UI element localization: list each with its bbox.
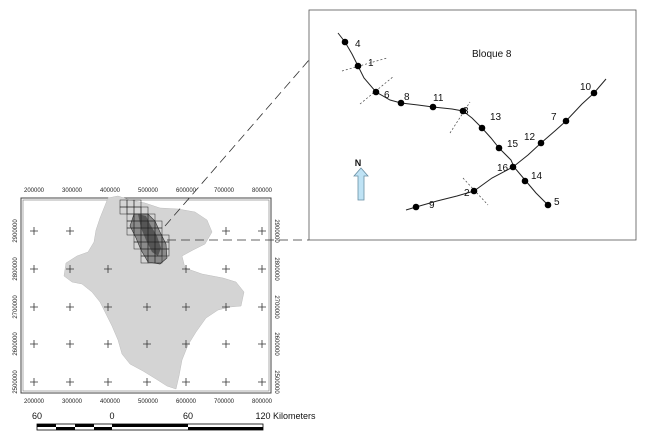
y-tick-label: 2600000: [273, 332, 279, 356]
x-tick-label: 500000: [138, 188, 159, 194]
scale-label: 120: [255, 411, 270, 421]
main-map: 200000 300000 400000 500000 600000 70000…: [13, 188, 279, 405]
x-tick-label: 800000: [252, 188, 273, 194]
point-label: 10: [580, 82, 592, 93]
x-tick-labels-top: 200000 300000 400000 500000 600000 70000…: [24, 188, 273, 194]
sample-point: [372, 88, 380, 96]
scale-label: 0: [109, 411, 114, 421]
main-map-neatline: [22, 199, 270, 392]
graticule-crosses: [30, 227, 266, 386]
x-tick-label: 200000: [24, 399, 45, 405]
y-tick-label: 2600000: [13, 332, 19, 356]
y-tick-labels-left: 2900000 2800000 2700000 2600000 2500000: [13, 219, 19, 394]
x-tick-label: 200000: [24, 188, 45, 194]
x-tick-label: 600000: [176, 399, 197, 405]
point-label: 13: [490, 112, 502, 123]
y-tick-label: 2500000: [273, 370, 279, 394]
sample-point: [590, 89, 598, 97]
scale-bar: 60 0 60 120 Kilometers: [32, 411, 316, 431]
x-tick-label: 700000: [214, 188, 235, 194]
inset-frame: [308, 9, 637, 241]
x-tick-label: 400000: [100, 399, 121, 405]
section-markers: [341, 57, 489, 206]
x-tick-label: 600000: [176, 188, 197, 194]
y-tick-label: 2800000: [273, 257, 279, 281]
sample-point: [470, 187, 478, 195]
sample-point: [341, 38, 349, 46]
point-label: 11: [433, 93, 444, 104]
x-tick-label: 700000: [214, 399, 235, 405]
y-tick-label: 2800000: [13, 257, 19, 281]
x-tick-label: 800000: [252, 399, 273, 405]
scale-unit: Kilometers: [273, 411, 316, 421]
point-label: 2: [464, 188, 470, 199]
scale-label: 60: [183, 411, 193, 421]
x-tick-label: 300000: [62, 188, 83, 194]
point-label: 5: [554, 197, 560, 208]
y-tick-label: 2900000: [273, 219, 279, 243]
block-8-cells: [119, 199, 170, 265]
sample-point: [478, 124, 486, 132]
sample-points: [341, 38, 598, 211]
point-label: 9: [429, 200, 435, 211]
point-label: 16: [497, 163, 509, 174]
y-tick-label: 2700000: [13, 295, 19, 319]
point-label: 1: [368, 58, 374, 69]
point-label: 15: [507, 139, 519, 150]
y-tick-label: 2700000: [273, 295, 279, 319]
point-label: 8: [404, 92, 410, 103]
sample-point: [537, 139, 545, 147]
point-label: 12: [524, 132, 536, 143]
zoom-leader-lines: [164, 59, 310, 241]
x-tick-label: 500000: [138, 399, 159, 405]
sample-point-labels: 4 1 6 8 11 3 13 15 16 12 7 10 14 5 2 9: [355, 39, 592, 211]
inset-title: Bloque 8: [472, 49, 512, 60]
x-tick-labels-bottom: 200000 300000 400000 500000 600000 70000…: [24, 399, 273, 405]
sample-point: [562, 117, 570, 125]
sample-point: [544, 201, 552, 209]
study-region: [63, 195, 245, 390]
sample-point: [397, 99, 405, 107]
inset-map: Bloque 8: [308, 9, 637, 241]
sample-point: [521, 177, 529, 185]
cross-stream: [405, 78, 607, 211]
point-label: 14: [531, 171, 543, 182]
point-label: 4: [355, 39, 361, 50]
sample-point: [354, 62, 362, 70]
y-tick-label: 2900000: [13, 219, 19, 243]
scale-label: 60: [32, 411, 42, 421]
point-label: 3: [463, 106, 469, 117]
sample-point: [495, 144, 503, 152]
north-arrow-icon: N: [353, 158, 369, 201]
y-tick-label: 2500000: [13, 370, 19, 394]
sample-point: [412, 203, 420, 211]
sample-point: [509, 163, 517, 171]
y-tick-labels-right: 2900000 2800000 2700000 2600000 2500000: [273, 219, 279, 394]
x-tick-label: 300000: [62, 399, 83, 405]
sample-point: [459, 107, 467, 115]
point-label: 6: [384, 90, 390, 101]
sample-point: [429, 103, 437, 111]
point-label: 7: [551, 112, 557, 123]
north-label: N: [355, 158, 362, 168]
x-tick-label: 400000: [100, 188, 121, 194]
